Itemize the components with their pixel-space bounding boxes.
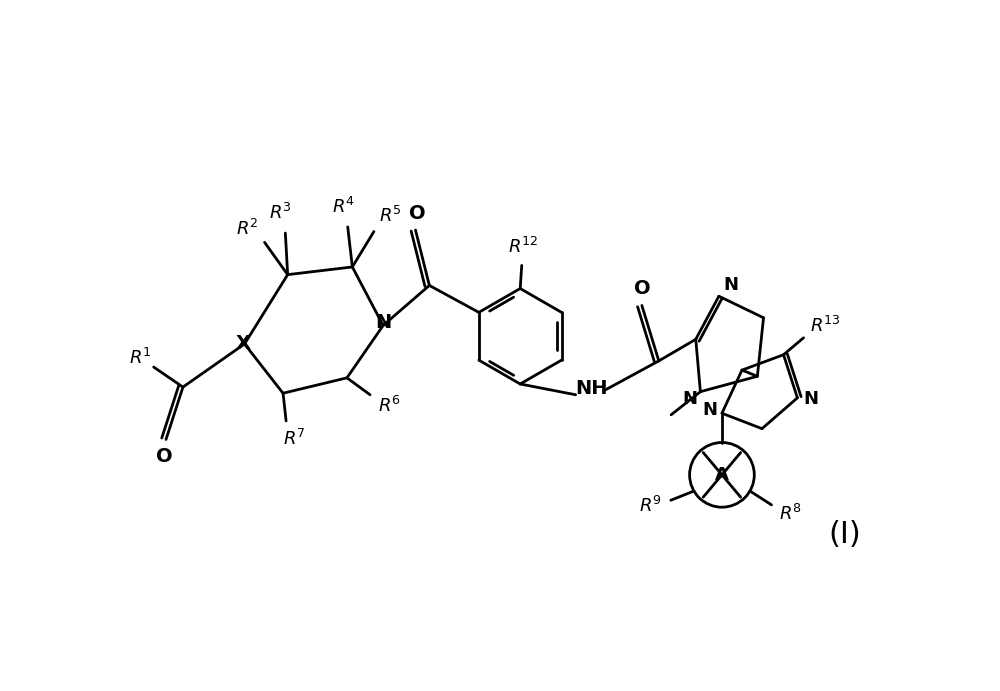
Text: N: N bbox=[724, 276, 739, 294]
Text: $R^1$: $R^1$ bbox=[129, 348, 152, 368]
Text: NH: NH bbox=[575, 379, 607, 398]
Text: O: O bbox=[409, 204, 425, 223]
Text: O: O bbox=[156, 447, 173, 466]
Text: $R^2$: $R^2$ bbox=[236, 218, 259, 238]
Text: A: A bbox=[715, 466, 729, 484]
Text: $R^6$: $R^6$ bbox=[378, 395, 401, 415]
Text: (I): (I) bbox=[829, 520, 862, 549]
Text: O: O bbox=[634, 279, 650, 298]
Text: $R^3$: $R^3$ bbox=[269, 203, 291, 223]
Text: $R^9$: $R^9$ bbox=[639, 496, 662, 516]
Text: $R^4$: $R^4$ bbox=[332, 197, 355, 217]
Text: N: N bbox=[702, 401, 717, 419]
Text: N: N bbox=[682, 390, 697, 408]
Text: $R^8$: $R^8$ bbox=[779, 504, 801, 524]
Text: $R^5$: $R^5$ bbox=[379, 206, 402, 226]
Text: N: N bbox=[804, 390, 819, 408]
Text: N: N bbox=[375, 313, 391, 332]
Text: $R^7$: $R^7$ bbox=[283, 429, 305, 449]
Text: $R^{12}$: $R^{12}$ bbox=[508, 237, 539, 257]
Text: X: X bbox=[236, 334, 251, 354]
Text: $R^{13}$: $R^{13}$ bbox=[810, 315, 840, 336]
